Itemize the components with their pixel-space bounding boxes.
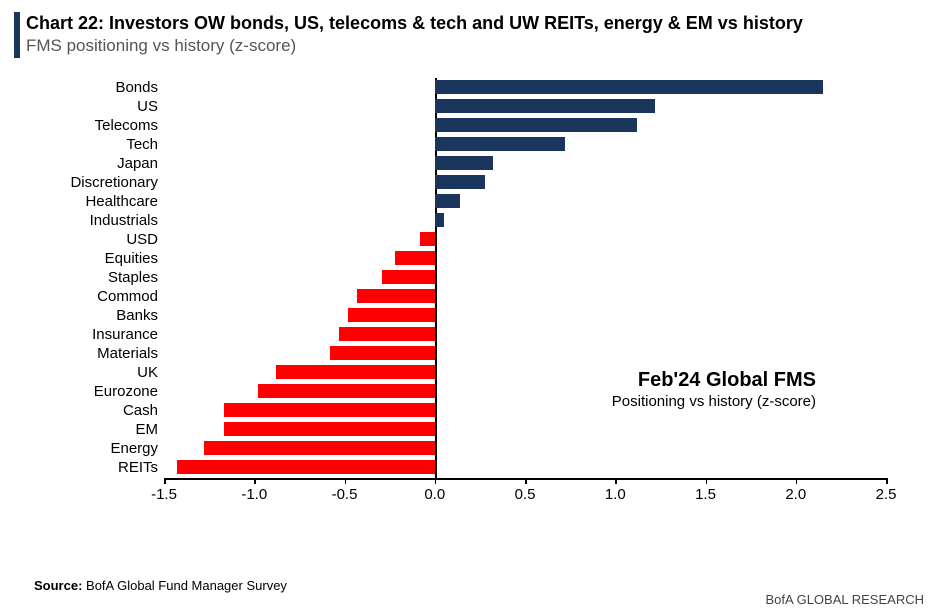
category-label: Energy [18,440,158,457]
category-label: Staples [18,269,158,286]
category-label: Telecoms [18,117,158,134]
source-text: BofA Global Fund Manager Survey [86,578,287,593]
bar [435,80,823,94]
bar-row: Equities [164,249,886,267]
source-label: Source: [34,578,82,593]
bar-row: Insurance [164,325,886,343]
bar [435,137,565,151]
bar-row: Commod [164,287,886,305]
footer-attribution: BofA GLOBAL RESEARCH [766,592,924,607]
category-label: Tech [18,136,158,153]
bar [420,232,434,246]
bar-row: USD [164,230,886,248]
x-tick-label: -0.5 [332,486,358,503]
annotation-sub: Positioning vs history (z-score) [612,392,816,412]
chart-subtitle: FMS positioning vs history (z-score) [26,35,926,57]
category-label: Discretionary [18,174,158,191]
category-label: Eurozone [18,383,158,400]
bar [177,460,435,474]
bar [435,213,444,227]
category-label: Bonds [18,79,158,96]
bar-row: Healthcare [164,192,886,210]
bar-row: Energy [164,439,886,457]
bar [224,403,435,417]
bar-row: Bonds [164,78,886,96]
category-label: USD [18,231,158,248]
bar [339,327,435,341]
bar-row: Materials [164,344,886,362]
x-tick-label: 0.5 [515,486,536,503]
bar [204,441,435,455]
x-tick [615,478,617,484]
chart-title: Chart 22: Investors OW bonds, US, teleco… [26,12,926,35]
title-texts: Chart 22: Investors OW bonds, US, teleco… [26,12,926,57]
bar [435,99,655,113]
x-tick [435,478,437,484]
x-tick-label: 2.5 [876,486,897,503]
chart-container: Chart 22: Investors OW bonds, US, teleco… [0,0,946,613]
bar [348,308,435,322]
plot-inner: -1.5-1.0-0.50.00.51.01.52.02.5BondsUSTel… [164,78,906,478]
category-label: EM [18,421,158,438]
bar [276,365,435,379]
bar-row: Tech [164,135,886,153]
bar [435,118,637,132]
category-label: Healthcare [18,193,158,210]
bar [435,175,486,189]
bar-row: Telecoms [164,116,886,134]
x-tick [525,478,527,484]
bar [224,422,435,436]
bar-row: REITs [164,458,886,476]
bar [382,270,434,284]
bar [357,289,435,303]
x-tick-label: 0.0 [424,486,445,503]
category-label: US [18,98,158,115]
bar [395,251,435,265]
source-line: Source: BofA Global Fund Manager Survey [34,578,287,593]
bar-row: Staples [164,268,886,286]
category-label: REITs [18,459,158,476]
x-tick [345,478,347,484]
x-tick [164,478,166,484]
bar [330,346,435,360]
title-block: Chart 22: Investors OW bonds, US, teleco… [14,12,926,58]
bar [435,156,493,170]
category-label: Materials [18,345,158,362]
plot-area: -1.5-1.0-0.50.00.51.01.52.02.5BondsUSTel… [16,78,926,518]
category-label: Japan [18,155,158,172]
bar [435,194,460,208]
bar-row: Banks [164,306,886,324]
bar [258,384,435,398]
x-tick-label: 1.0 [605,486,626,503]
x-tick-label: 1.5 [695,486,716,503]
category-label: Cash [18,402,158,419]
annotation-box: Feb'24 Global FMS Positioning vs history… [612,368,816,412]
x-tick [706,478,708,484]
category-label: UK [18,364,158,381]
x-tick-label: -1.0 [241,486,267,503]
category-label: Banks [18,307,158,324]
bar-row: Japan [164,154,886,172]
category-label: Industrials [18,212,158,229]
bar-row: Industrials [164,211,886,229]
title-accent-bar [14,12,20,58]
x-tick [796,478,798,484]
x-tick-label: -1.5 [151,486,177,503]
category-label: Insurance [18,326,158,343]
x-tick-label: 2.0 [785,486,806,503]
annotation-title: Feb'24 Global FMS [612,368,816,392]
category-label: Equities [18,250,158,267]
bar-row: EM [164,420,886,438]
x-tick [886,478,888,484]
x-tick [254,478,256,484]
bar-row: US [164,97,886,115]
bar-row: Discretionary [164,173,886,191]
category-label: Commod [18,288,158,305]
